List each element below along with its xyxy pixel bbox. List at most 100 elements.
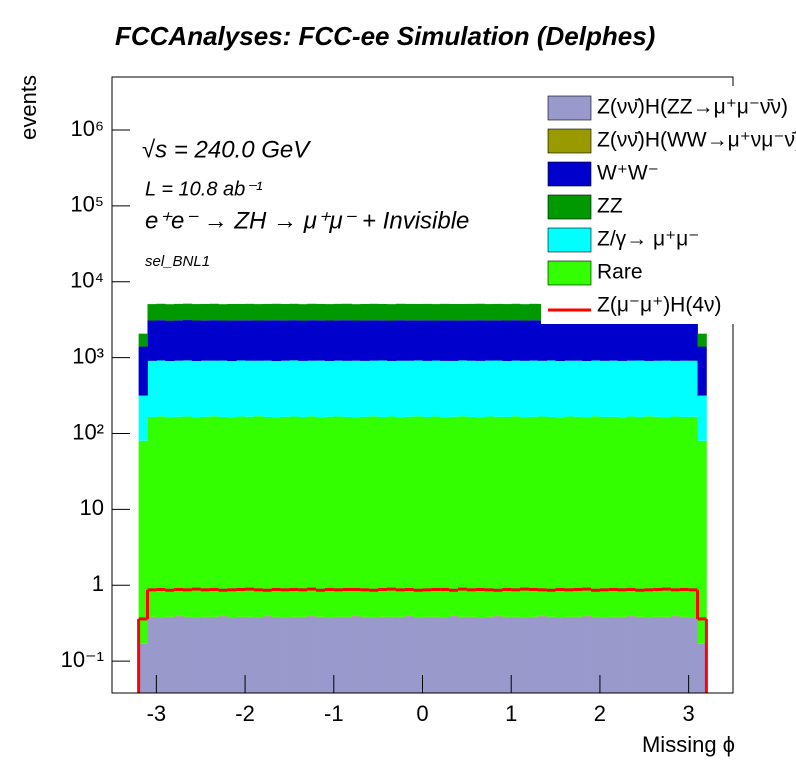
- bar-segment: [369, 320, 379, 361]
- bar-segment: [662, 417, 672, 617]
- bar-segment: [564, 416, 574, 617]
- bar-segment: [440, 618, 450, 693]
- bar-segment: [156, 303, 166, 321]
- bar-segment: [431, 320, 441, 361]
- bar-segment: [174, 416, 184, 616]
- y-tick-label: 10: [80, 495, 104, 520]
- bar-segment: [280, 618, 290, 693]
- bar-segment: [635, 360, 645, 417]
- bar-segment: [369, 360, 379, 417]
- bar-segment: [395, 320, 406, 361]
- bar-segment: [466, 303, 477, 321]
- bar-segment: [670, 416, 681, 616]
- y-tick-label: 10⁵: [70, 192, 104, 217]
- bar-segment: [449, 320, 459, 361]
- bar-segment: [449, 303, 459, 321]
- bar-segment: [342, 617, 352, 693]
- bar-segment: [387, 360, 397, 417]
- bar-segment: [413, 320, 423, 361]
- bar-segment: [236, 360, 246, 417]
- bar-segment: [422, 360, 432, 417]
- bar-segment: [262, 360, 273, 417]
- bar-segment: [591, 320, 601, 361]
- bar-segment: [431, 617, 441, 693]
- legend-label: Z(νν̄)H(ZZ→μ⁺μ⁻ν̄ν): [597, 96, 788, 119]
- legend: Z(νν̄)H(ZZ→μ⁺μ⁻ν̄ν) Z(νν̄)H(WW→μ⁺νμ⁻ν̄) W⁺…: [541, 86, 796, 324]
- bar-segment: [662, 320, 672, 361]
- bar-segment: [484, 617, 494, 693]
- legend-label: W⁺W⁻: [597, 162, 659, 185]
- bar-segment: [218, 616, 228, 693]
- x-axis-label: Missing ϕ: [642, 732, 735, 757]
- bar-segment: [449, 416, 459, 616]
- bar-segment: [626, 616, 636, 693]
- bar-segment: [280, 416, 290, 618]
- bar-segment: [200, 303, 210, 321]
- bar-segment: [333, 617, 344, 693]
- bar-segment: [413, 416, 423, 618]
- bar-segment: [369, 303, 379, 321]
- bar-segment: [599, 618, 610, 693]
- bar-segment: [582, 616, 592, 693]
- bar-segment: [466, 617, 477, 693]
- bar-segment: [156, 360, 166, 417]
- y-tick-label: 10²: [72, 419, 104, 444]
- bar-segment: [147, 360, 157, 417]
- bar-segment: [599, 416, 610, 618]
- bar-segment: [582, 320, 592, 361]
- y-tick-label: 10⁻¹: [61, 647, 104, 672]
- bar-segment: [395, 617, 406, 693]
- bar-segment: [289, 360, 299, 417]
- bar-segment: [395, 303, 406, 321]
- bar-segment: [440, 360, 450, 418]
- bar-segment: [599, 360, 610, 417]
- bar-segment: [422, 303, 432, 321]
- bar-segment: [316, 360, 326, 418]
- bar-segment: [245, 360, 255, 417]
- bar-segment: [236, 416, 246, 617]
- bar-segment: [271, 617, 281, 693]
- bar-segment: [404, 320, 415, 361]
- bar-segment: [351, 616, 361, 693]
- bar-segment: [635, 320, 645, 361]
- bar-segment: [662, 360, 672, 418]
- bar-segment: [165, 417, 175, 617]
- bar-segment: [209, 617, 219, 693]
- bar-segment: [662, 617, 672, 693]
- bar-segment: [484, 304, 494, 321]
- bar-segment: [218, 360, 228, 417]
- bar-segment: [475, 360, 485, 418]
- bar-segment: [511, 360, 521, 417]
- legend-swatch: [547, 128, 592, 154]
- legend-label: Z/γ→ μ⁺μ⁻: [597, 228, 699, 251]
- bar-segment: [387, 304, 397, 321]
- y-tick-label: 10⁴: [70, 268, 104, 293]
- bar-segment: [422, 617, 432, 693]
- bar-segment: [440, 303, 450, 321]
- bar-segment: [351, 360, 361, 418]
- bar-segment: [502, 617, 512, 693]
- bar-segment: [502, 360, 512, 417]
- bar-segment: [431, 304, 441, 321]
- bar-segment: [555, 417, 565, 618]
- bar-segment: [245, 303, 255, 321]
- legend-label: Rare: [597, 261, 643, 284]
- bar-segment: [280, 360, 290, 417]
- bar-segment: [528, 320, 539, 361]
- bar-segment: [360, 617, 370, 693]
- bar-segment: [182, 320, 193, 361]
- bar-segment: [227, 417, 237, 618]
- y-tick-label: 1: [92, 571, 104, 596]
- bar-segment: [333, 303, 344, 321]
- bar-segment: [227, 320, 237, 362]
- bar-segment: [138, 333, 148, 347]
- bar-segment: [475, 303, 485, 321]
- bar-segment: [271, 361, 281, 418]
- bar-segment: [679, 360, 690, 417]
- bar-segment: [307, 616, 317, 693]
- bar-segment: [457, 416, 468, 617]
- bar-segment: [289, 320, 299, 361]
- bar-segment: [378, 303, 388, 321]
- bar-segment: [608, 617, 619, 693]
- bar-segment: [245, 617, 255, 693]
